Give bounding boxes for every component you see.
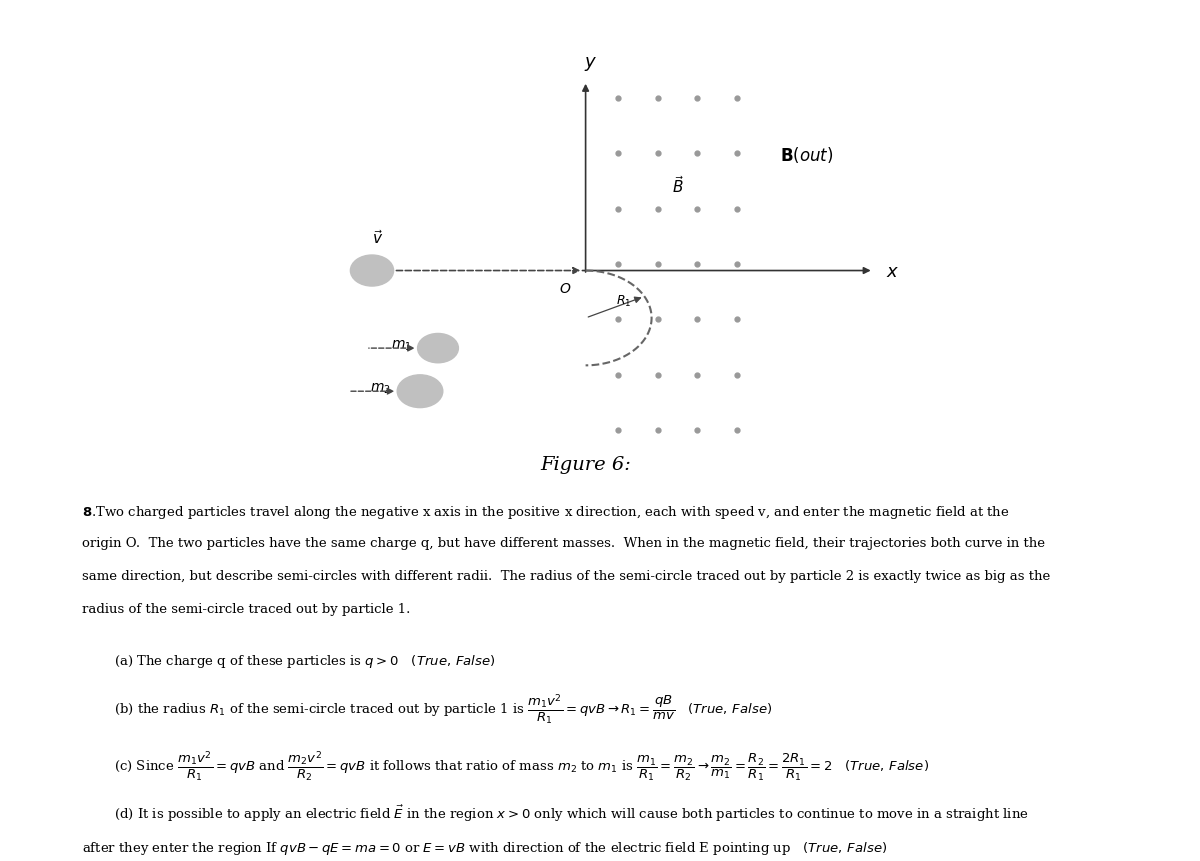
Circle shape [397,375,443,408]
Text: after they enter the region If $qvB - qE = ma = 0$ or $E = vB$ with direction of: after they enter the region If $qvB - qE… [82,839,887,857]
Text: origin O.  The two particles have the same charge q, but have different masses. : origin O. The two particles have the sam… [82,536,1044,549]
Circle shape [350,256,394,287]
Text: (b) the radius $R_1$ of the semi-circle traced out by particle 1 is $\dfrac{m_1 : (b) the radius $R_1$ of the semi-circle … [114,691,773,725]
Text: $\vec{v}$: $\vec{v}$ [372,229,384,247]
Text: radius of the semi-circle traced out by particle 1.: radius of the semi-circle traced out by … [82,602,410,615]
Text: $\mathbf{B}(out)$: $\mathbf{B}(out)$ [780,145,834,165]
Text: Figure 6:: Figure 6: [540,456,631,474]
Text: $O$: $O$ [559,282,571,295]
Text: $m_2$: $m_2$ [371,381,391,395]
Text: (a) The charge q of these particles is $q > 0$$\quad$$(True,\,False)$: (a) The charge q of these particles is $… [114,652,496,669]
Text: $x$: $x$ [886,263,899,280]
Text: $R_1$: $R_1$ [616,293,631,308]
Text: $m_1$: $m_1$ [391,338,412,352]
Circle shape [418,334,458,363]
Text: same direction, but describe semi-circles with different radii.  The radius of t: same direction, but describe semi-circle… [82,569,1050,582]
Text: $\vec{B}$: $\vec{B}$ [672,175,684,195]
Text: (d) It is possible to apply an electric field $\vec{E}$ in the region $x > 0$ on: (d) It is possible to apply an electric … [114,802,1028,823]
Text: $y$: $y$ [583,55,598,73]
Text: $\mathbf{8}$.Two charged particles travel along the negative x axis in the posit: $\mathbf{8}$.Two charged particles trave… [82,504,1009,521]
Text: (c) Since $\dfrac{m_1 v^2}{R_1} = qvB$ and $\dfrac{m_2 v^2}{R_2} = qvB$ it follo: (c) Since $\dfrac{m_1 v^2}{R_1} = qvB$ a… [114,748,929,782]
